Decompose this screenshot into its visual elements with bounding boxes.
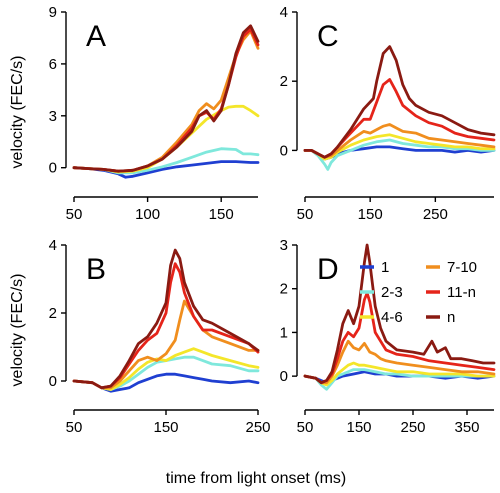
x-tick-label: 50 bbox=[66, 419, 83, 436]
y-axis-title-bottom: velocity (FEC/s) bbox=[9, 274, 26, 387]
legend-label: n bbox=[447, 309, 455, 326]
legend-label: 11-n bbox=[447, 284, 476, 301]
y-tick-label: 3 bbox=[280, 237, 288, 254]
x-tick-label: 250 bbox=[245, 419, 270, 436]
x-tick-label: 100 bbox=[135, 206, 160, 223]
y-axis-title-top: velocity (FEC/s) bbox=[9, 56, 26, 169]
x-tick-label: 50 bbox=[297, 206, 314, 223]
series-line-7-10 bbox=[72, 299, 260, 390]
x-tick-label: 150 bbox=[358, 206, 383, 223]
series-line-n bbox=[72, 248, 260, 390]
series-line-4-6 bbox=[303, 361, 496, 387]
x-tick-label: 150 bbox=[346, 419, 371, 436]
y-tick-label: 9 bbox=[49, 4, 57, 21]
x-tick-label: 250 bbox=[423, 206, 448, 223]
y-tick-label: 2 bbox=[49, 305, 57, 322]
x-axis-title: time from light onset (ms) bbox=[166, 470, 346, 487]
y-tick-label: 4 bbox=[280, 4, 288, 21]
panel-letter: C bbox=[317, 20, 339, 53]
series-line-n bbox=[72, 24, 260, 173]
y-tick-label: 1 bbox=[280, 324, 288, 341]
y-tick-label: 3 bbox=[49, 108, 57, 125]
panel-A: 0 3 6 9 50 100 150 A bbox=[49, 4, 260, 223]
panel-letter: A bbox=[86, 20, 106, 53]
series-line-4-6 bbox=[72, 347, 260, 391]
panel-C: 0 2 4 50 150 250 C bbox=[280, 4, 496, 223]
series-line-2-3 bbox=[303, 138, 496, 171]
x-tick-label: 50 bbox=[297, 419, 314, 436]
y-tick-label: 4 bbox=[49, 237, 57, 254]
y-tick-label: 2 bbox=[280, 281, 288, 298]
x-tick-label: 150 bbox=[209, 206, 234, 223]
legend-label: 1 bbox=[381, 259, 389, 276]
legend-label: 7-10 bbox=[447, 259, 477, 276]
x-tick-label: 50 bbox=[66, 206, 83, 223]
x-tick-label: 150 bbox=[153, 419, 178, 436]
y-tick-label: 2 bbox=[280, 73, 288, 90]
series-line-n bbox=[303, 243, 496, 385]
panel-letter: D bbox=[317, 253, 339, 286]
series-line-2-3 bbox=[303, 368, 496, 391]
y-tick-label: 0 bbox=[280, 142, 288, 159]
y-tick-label: 0 bbox=[49, 160, 57, 177]
series-line-n bbox=[303, 45, 496, 159]
x-tick-label: 250 bbox=[400, 419, 425, 436]
y-tick-label: 0 bbox=[280, 368, 288, 385]
panel-B: 0 2 4 50 150 250 B bbox=[49, 237, 271, 436]
legend-label: 2-3 bbox=[381, 284, 403, 301]
x-tick-label: 350 bbox=[454, 419, 479, 436]
legend-label: 4-6 bbox=[381, 309, 403, 326]
y-tick-label: 6 bbox=[49, 56, 57, 73]
panel-letter: B bbox=[86, 253, 106, 286]
legend: 1 2-3 4-6 7-10 11-n n bbox=[360, 259, 477, 326]
y-tick-label: 0 bbox=[49, 373, 57, 390]
